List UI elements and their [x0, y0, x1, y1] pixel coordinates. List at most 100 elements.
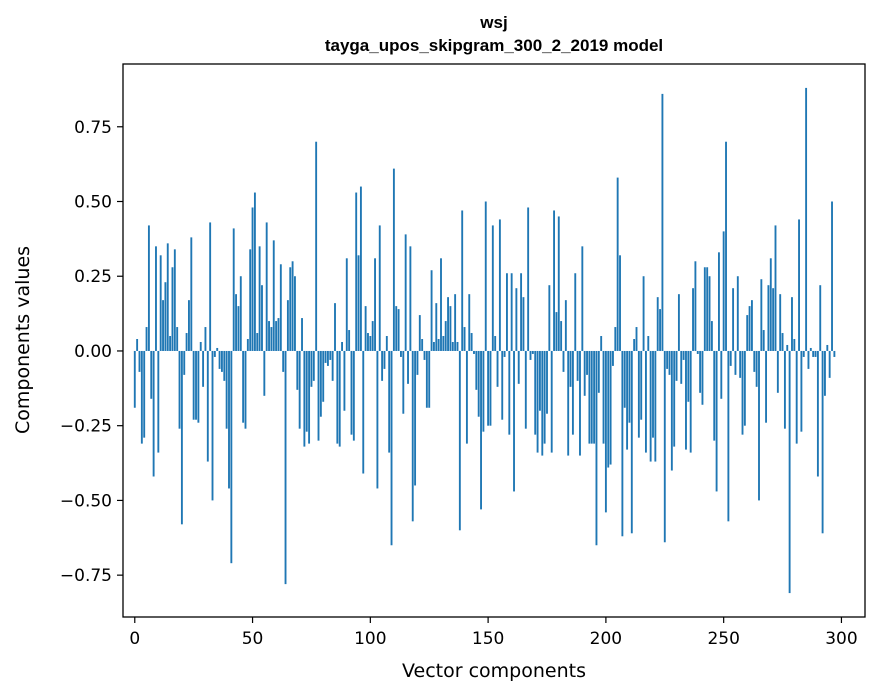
- bar-111: [395, 306, 398, 351]
- bar-245: [710, 321, 713, 351]
- bar-114: [402, 350, 405, 414]
- bar-204: [614, 327, 617, 351]
- bar-137: [456, 341, 459, 351]
- bar-237: [692, 288, 694, 351]
- bar-123: [423, 350, 426, 360]
- bar-166: [524, 350, 527, 429]
- bar-231: [677, 294, 680, 351]
- bar-211: [630, 350, 633, 534]
- bar-258: [741, 350, 744, 435]
- bar-212: [633, 339, 636, 351]
- bar-272: [774, 225, 777, 351]
- bar-206: [619, 255, 621, 351]
- bar-192: [586, 350, 588, 375]
- y-tick-label-4: 0.25: [74, 267, 112, 287]
- bar-1: [136, 339, 139, 351]
- bar-109: [390, 350, 393, 546]
- bar-39: [225, 350, 228, 429]
- bar-40: [228, 350, 230, 489]
- bar-3: [140, 350, 143, 444]
- bar-122: [421, 339, 424, 351]
- bar-195: [593, 350, 596, 444]
- bar-188: [576, 350, 579, 381]
- bar-77: [315, 141, 318, 351]
- bar-13: [164, 282, 167, 351]
- bar-33: [211, 350, 214, 501]
- bar-11: [159, 255, 162, 351]
- bar-42: [232, 228, 235, 351]
- bar-51: [253, 192, 256, 351]
- bar-45: [239, 276, 242, 351]
- bar-225: [663, 350, 666, 543]
- bar-287: [809, 347, 812, 351]
- bar-50: [251, 207, 254, 351]
- bar-30: [204, 327, 207, 351]
- bar-177: [550, 350, 553, 453]
- bar-236: [689, 350, 692, 453]
- bar-2: [138, 350, 141, 372]
- bar-224: [661, 93, 664, 351]
- bar-262: [750, 300, 753, 351]
- bar-101: [371, 321, 374, 351]
- bar-126: [430, 270, 433, 351]
- bar-292: [821, 350, 824, 534]
- bar-279: [791, 297, 793, 351]
- bar-182: [562, 350, 565, 372]
- bar-233: [682, 350, 685, 360]
- bar-152: [491, 225, 494, 351]
- bar-35: [216, 347, 219, 351]
- bar-214: [637, 350, 640, 438]
- bar-73: [305, 350, 308, 432]
- bar-153: [494, 336, 497, 351]
- bar-116: [407, 350, 409, 384]
- bar-54: [261, 285, 263, 351]
- bar-37: [220, 350, 223, 372]
- bar-246: [713, 350, 716, 441]
- bar-61: [277, 318, 280, 351]
- bar-26: [195, 350, 197, 420]
- bar-284: [802, 350, 805, 357]
- bar-186: [571, 350, 574, 435]
- bar-49: [249, 249, 252, 351]
- bar-71: [301, 318, 303, 351]
- bar-147: [480, 350, 482, 510]
- bar-235: [687, 350, 690, 402]
- bar-176: [548, 285, 551, 351]
- bar-213: [635, 327, 638, 351]
- bar-15: [169, 336, 172, 351]
- bar-239: [696, 350, 699, 354]
- bar-10: [157, 350, 160, 453]
- bar-68: [294, 276, 296, 351]
- bar-189: [579, 350, 581, 456]
- bar-281: [795, 350, 798, 444]
- bar-60: [275, 321, 278, 351]
- bar-63: [282, 350, 285, 372]
- x-tick-label-200: 200: [590, 629, 622, 649]
- bar-229: [673, 350, 676, 447]
- bar-226: [666, 350, 669, 369]
- bar-132: [444, 321, 447, 351]
- bar-159: [508, 350, 511, 435]
- bar-32: [209, 222, 212, 351]
- bar-28: [199, 341, 202, 351]
- bar-108: [388, 350, 391, 453]
- bar-249: [720, 350, 723, 399]
- bar-221: [654, 350, 657, 462]
- bar-201: [607, 350, 610, 468]
- bar-125: [428, 350, 431, 408]
- bar-184: [567, 350, 570, 456]
- bar-24: [190, 237, 193, 351]
- bar-297: [833, 350, 836, 357]
- bar-273: [776, 350, 779, 393]
- x-tick-label-100: 100: [354, 629, 386, 649]
- bar-243: [706, 267, 709, 351]
- bar-175: [546, 350, 548, 414]
- y-tick-label-2: −0.25: [60, 417, 112, 437]
- bar-18: [176, 327, 179, 351]
- bar-105: [381, 350, 384, 381]
- bar-276: [783, 350, 786, 429]
- bar-232: [680, 350, 683, 384]
- bar-223: [659, 309, 661, 351]
- bar-22: [185, 333, 188, 351]
